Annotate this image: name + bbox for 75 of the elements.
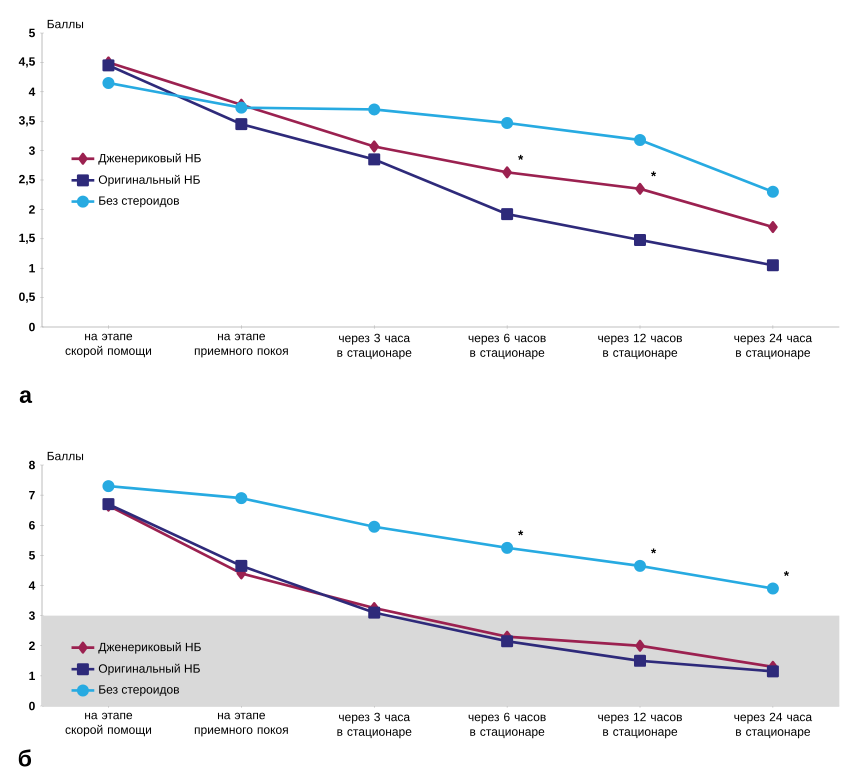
legend-label: Без стероидов xyxy=(99,685,180,696)
point xyxy=(368,103,380,116)
y-tick-label: 7 xyxy=(29,490,35,500)
x-tick-label: через 6 часов в стационаре xyxy=(468,712,546,738)
y-tick-label: 3,5 xyxy=(18,116,35,126)
point xyxy=(235,118,248,130)
y-tick-label: 2 xyxy=(29,205,35,214)
y-tick-label: 5 xyxy=(28,28,35,38)
point xyxy=(634,234,646,246)
y-tick-label: 0 xyxy=(29,702,35,710)
y-tick-label: 6 xyxy=(29,520,35,530)
y-tick-label: 1,5 xyxy=(19,234,35,244)
y-tick-label: 0,5 xyxy=(19,292,35,303)
y-axis-title: Баллы xyxy=(48,20,84,28)
x-tick-label: через 12 часов в стационаре xyxy=(598,712,682,738)
point xyxy=(766,582,779,595)
point xyxy=(766,259,779,272)
point xyxy=(502,166,512,178)
y-tick-label: 2,5 xyxy=(19,174,35,186)
y-tick-label: 0 xyxy=(29,322,35,332)
annotation: * xyxy=(518,154,524,160)
point xyxy=(634,134,646,146)
point xyxy=(102,59,114,72)
annotation: * xyxy=(784,571,790,576)
legend-label: Дженериковый НБ xyxy=(98,153,201,165)
x-tick-label: через 24 часа в стационаре xyxy=(734,712,812,738)
point xyxy=(368,606,380,619)
legend-label: Дженериковый НБ xyxy=(98,642,201,654)
point xyxy=(501,208,514,220)
point xyxy=(634,654,646,667)
annotation: * xyxy=(650,171,656,176)
point xyxy=(368,153,380,166)
point xyxy=(369,140,380,152)
text: б xyxy=(18,749,32,767)
x-tick-label: через 24 часа в стационаре xyxy=(734,334,812,360)
point xyxy=(635,182,645,195)
legend-label: Оригинальный НБ xyxy=(98,664,200,676)
x-tick-label: через 3 часа в стационаре xyxy=(337,712,412,738)
y-tick-label: 8 xyxy=(29,460,35,470)
point xyxy=(102,76,114,89)
y-tick-label: 4,5 xyxy=(18,57,35,68)
point xyxy=(235,492,248,504)
point xyxy=(235,560,248,572)
x-tick-label: через 3 часа в стационаре xyxy=(337,334,412,360)
point xyxy=(766,186,779,198)
y-axis-title: Баллы xyxy=(48,452,84,460)
y-tick-label: 3 xyxy=(28,146,35,155)
y-tick-label: 1 xyxy=(29,672,35,680)
point xyxy=(235,102,248,114)
y-tick-label: 4 xyxy=(28,88,36,96)
point xyxy=(634,560,646,572)
y-tick-label: 2 xyxy=(29,642,35,650)
point xyxy=(635,640,645,652)
point xyxy=(501,635,514,648)
y-tick-label: 4 xyxy=(28,581,36,590)
text: а xyxy=(20,390,32,404)
point xyxy=(501,542,514,554)
x-tick-label: через 12 часов в стационаре xyxy=(598,334,682,360)
point xyxy=(768,221,778,234)
y-tick-label: 5 xyxy=(29,551,35,560)
legend-label: Без стероидов xyxy=(99,196,180,208)
annotation: * xyxy=(650,548,656,554)
point xyxy=(102,480,114,492)
point xyxy=(501,116,514,129)
x-tick-label: на этапе приемного покоя xyxy=(194,334,288,358)
legend-label: Оригинальный НБ xyxy=(98,174,200,186)
x-tick-label: на этапе скорой помощи xyxy=(66,334,152,358)
x-tick-label: через 6 часов в стационаре xyxy=(468,334,546,360)
point xyxy=(368,520,380,533)
x-tick-label: на этапе приемного покоя xyxy=(194,712,288,736)
y-tick-label: 1 xyxy=(29,264,35,272)
annotation: * xyxy=(518,530,524,536)
y-tick-label: 3 xyxy=(28,611,35,620)
x-tick-label: на этапе скорой помощи xyxy=(66,712,152,736)
point xyxy=(766,665,779,678)
